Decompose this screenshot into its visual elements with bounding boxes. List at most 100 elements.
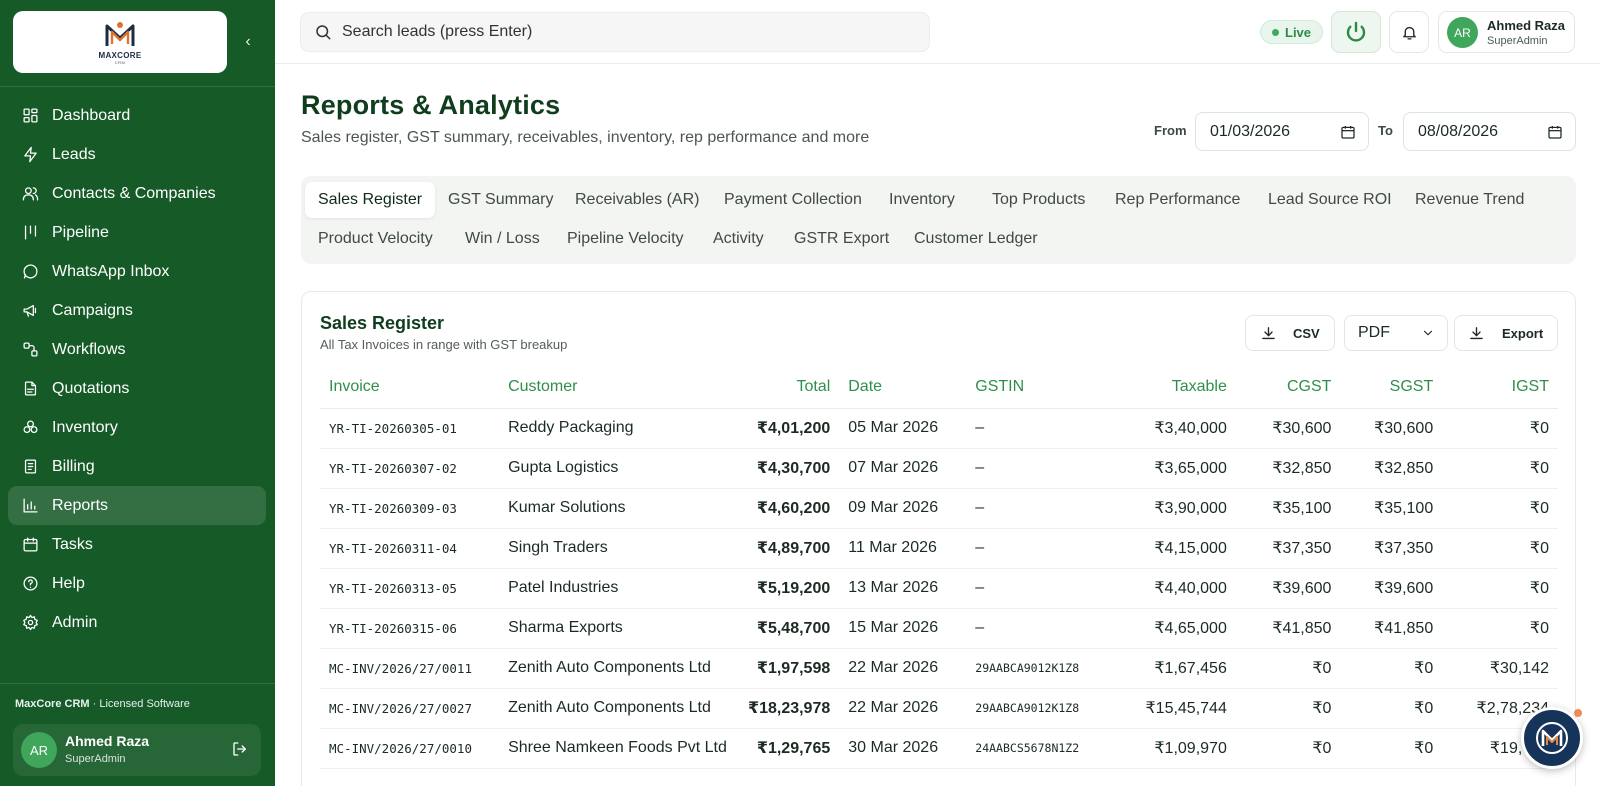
table-row[interactable]: MC-INV/2026/27/0010 Shree Namkeen Foods … — [320, 728, 1558, 769]
invoice-total: ₹4,60,200 — [738, 488, 840, 529]
assistant-launcher-button[interactable] — [1521, 707, 1583, 769]
col-header-total[interactable]: Total — [738, 366, 840, 409]
search-input[interactable] — [342, 23, 902, 41]
sidebar-item-dashboard[interactable]: Dashboard — [8, 96, 266, 135]
table-row[interactable]: YR-TI-20260307-02 Gupta Logistics ₹4,30,… — [320, 448, 1558, 489]
tab-product-velocity[interactable]: Product Velocity — [318, 230, 433, 247]
tab-receivables[interactable]: Receivables (AR) — [575, 191, 700, 208]
sidebar-user-card[interactable]: AR Ahmed Raza SuperAdmin — [13, 724, 261, 776]
workflow-icon — [21, 341, 39, 359]
invoice-date: 30 Mar 2026 — [839, 728, 967, 769]
export-button[interactable]: Export — [1454, 315, 1558, 351]
invoice-number[interactable]: YR-TI-20260313-05 — [320, 568, 500, 609]
customer-name: Gupta Logistics — [499, 448, 739, 489]
invoice-number[interactable]: YR-TI-20260311-04 — [320, 528, 500, 569]
invoice-number[interactable]: YR-TI-20260309-03 — [320, 488, 500, 529]
sidebar-item-leads[interactable]: Leads — [8, 135, 266, 174]
col-header-sgst[interactable]: SGST — [1340, 366, 1443, 409]
customer-name: Zenith Auto Components Ltd — [499, 688, 739, 729]
notifications-button[interactable] — [1389, 11, 1429, 53]
col-header-cgst[interactable]: CGST — [1235, 366, 1341, 409]
profile-menu[interactable]: AR Ahmed Raza SuperAdmin — [1438, 11, 1575, 53]
table-row[interactable]: YR-TI-20260313-05 Patel Industries ₹5,19… — [320, 568, 1558, 609]
tab-gstr-export[interactable]: GSTR Export — [794, 230, 890, 247]
maxcore-logo-icon — [105, 21, 135, 46]
table-row[interactable]: MC-INV/2026/27/0027 Zenith Auto Componen… — [320, 688, 1558, 729]
sidebar-item-label: Pipeline — [52, 223, 109, 241]
taxable-amount: ₹4,40,000 — [1114, 568, 1236, 609]
invoice-number[interactable]: MC-INV/2026/27/0027 — [320, 688, 500, 729]
sidebar-item-pipeline[interactable]: Pipeline — [8, 213, 266, 252]
tab-sales-register[interactable]: Sales Register — [305, 182, 436, 218]
col-header-taxable[interactable]: Taxable — [1114, 366, 1236, 409]
invoice-number[interactable]: MC-INV/2026/27/0010 — [320, 728, 500, 769]
sidebar-item-inventory[interactable]: Inventory — [8, 408, 266, 447]
col-header-invoice[interactable]: Invoice — [320, 366, 500, 409]
customer-name: Shree Namkeen Foods Pvt Ltd — [499, 728, 739, 769]
sidebar-item-reports[interactable]: Reports — [8, 486, 266, 525]
tab-gst-summary[interactable]: GST Summary — [448, 191, 554, 208]
dashboard-icon — [21, 107, 39, 125]
sidebar-item-quotations[interactable]: Quotations — [8, 369, 266, 408]
table-row[interactable]: YR-TI-20260311-04 Singh Traders ₹4,89,70… — [320, 528, 1558, 569]
sidebar-item-label: Admin — [52, 613, 98, 631]
calendar-icon — [1548, 126, 1562, 139]
invoice-number[interactable]: YR-TI-20260315-06 — [320, 608, 500, 649]
power-button[interactable] — [1331, 11, 1381, 53]
table-row[interactable]: YR-TI-20260315-06 Sharma Exports ₹5,48,7… — [320, 608, 1558, 649]
tab-inventory[interactable]: Inventory — [889, 191, 955, 208]
license-separator: · — [92, 698, 97, 710]
sidebar-item-tasks[interactable]: Tasks — [8, 525, 266, 564]
gstin: 29AABCA9012K1Z8 — [966, 688, 1115, 729]
calendar-icon — [1341, 126, 1355, 139]
customer-name: Singh Traders — [499, 528, 739, 569]
igst-amount: ₹0 — [1442, 528, 1558, 569]
brand-logo[interactable]: MAXCORE CRM — [13, 11, 227, 73]
tab-top-products[interactable]: Top Products — [992, 191, 1086, 208]
cgst-amount: ₹30,600 — [1235, 408, 1341, 449]
col-header-gstin[interactable]: GSTIN — [966, 366, 1115, 409]
igst-amount: ₹0 — [1442, 488, 1558, 529]
tab-customer-ledger[interactable]: Customer Ledger — [914, 230, 1038, 247]
tab-revenue-trend[interactable]: Revenue Trend — [1415, 191, 1525, 208]
tab-payment-collection[interactable]: Payment Collection — [724, 191, 862, 208]
col-header-date[interactable]: Date — [839, 366, 967, 409]
notification-dot-icon — [1574, 709, 1582, 717]
sidebar-item-billing[interactable]: Billing — [8, 447, 266, 486]
tab-lead-source-roi[interactable]: Lead Source ROI — [1268, 191, 1392, 208]
sgst-amount: ₹30,600 — [1340, 408, 1443, 449]
sidebar-item-campaigns[interactable]: Campaigns — [8, 291, 266, 330]
from-date-input[interactable]: 01/03/2026 — [1195, 112, 1369, 151]
tab-rep-performance[interactable]: Rep Performance — [1115, 191, 1241, 208]
download-icon — [1470, 326, 1483, 339]
sidebar-item-label: Campaigns — [52, 301, 133, 319]
logout-icon[interactable] — [231, 740, 251, 760]
sidebar-item-label: Quotations — [52, 379, 130, 397]
table-row[interactable]: MC-INV/2026/27/0011 Zenith Auto Componen… — [320, 648, 1558, 689]
sidebar-item-workflows[interactable]: Workflows — [8, 330, 266, 369]
invoice-number[interactable]: YR-TI-20260305-01 — [320, 408, 500, 449]
invoice-number[interactable]: YR-TI-20260307-02 — [320, 448, 500, 489]
taxable-amount: ₹4,65,000 — [1114, 608, 1236, 649]
calendar-icon — [21, 536, 39, 554]
invoice-number[interactable]: MC-INV/2026/27/0011 — [320, 648, 500, 689]
chevron-left-icon[interactable]: ‹ — [245, 33, 251, 50]
tab-activity[interactable]: Activity — [713, 230, 764, 247]
csv-button[interactable]: CSV — [1245, 315, 1335, 351]
pdf-format-select[interactable]: PDF — [1344, 315, 1448, 351]
search-box[interactable] — [300, 12, 930, 52]
cgst-amount: ₹39,600 — [1235, 568, 1341, 609]
col-header-customer[interactable]: Customer — [499, 366, 739, 409]
to-date-input[interactable]: 08/08/2026 — [1403, 112, 1576, 151]
sidebar-item-whatsapp-inbox[interactable]: WhatsApp Inbox — [8, 252, 266, 291]
col-header-igst[interactable]: IGST — [1442, 366, 1558, 409]
sidebar-item-contacts[interactable]: Contacts & Companies — [8, 174, 266, 213]
sidebar-item-help[interactable]: Help — [8, 564, 266, 603]
sidebar-item-admin[interactable]: Admin — [8, 603, 266, 642]
live-dot-icon — [1272, 28, 1279, 36]
tab-pipeline-velocity[interactable]: Pipeline Velocity — [567, 230, 684, 247]
sidebar-divider — [0, 86, 275, 87]
table-row[interactable]: YR-TI-20260309-03 Kumar Solutions ₹4,60,… — [320, 488, 1558, 529]
table-row[interactable]: YR-TI-20260305-01 Reddy Packaging ₹4,01,… — [320, 408, 1558, 449]
tab-win-loss[interactable]: Win / Loss — [465, 230, 540, 247]
